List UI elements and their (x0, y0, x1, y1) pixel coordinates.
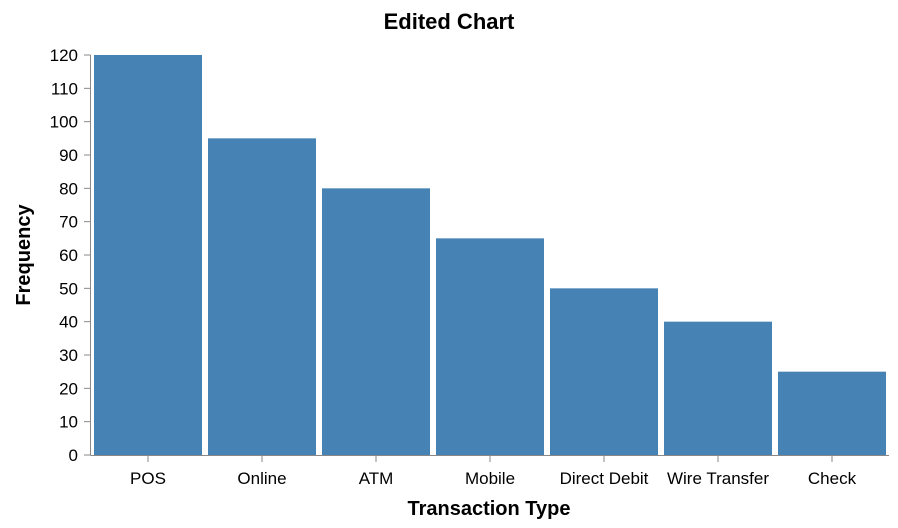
y-tick-label: 110 (51, 79, 78, 98)
y-tick-label: 50 (59, 279, 78, 298)
x-tick-label: ATM (359, 469, 394, 488)
x-axis-title: Transaction Type (407, 498, 570, 520)
y-tick-label: 40 (59, 313, 78, 332)
x-tick-label: Online (237, 469, 286, 488)
bar-atm (322, 188, 430, 456)
chart-title: Edited Chart (384, 9, 515, 34)
y-tick-label: 120 (50, 46, 78, 65)
y-tick-label: 80 (59, 179, 78, 198)
bar-online (208, 138, 316, 456)
x-tick-label: POS (130, 469, 166, 488)
y-tick-label: 60 (59, 246, 78, 265)
x-tick-label: Wire Transfer (667, 469, 769, 488)
bar-direct-debit (550, 288, 658, 455)
y-axis-title: Frequency (13, 204, 35, 306)
y-tick-label: 30 (59, 346, 78, 365)
y-tick-label: 0 (69, 446, 78, 465)
y-tick-label: 90 (59, 146, 78, 165)
x-tick-label: Check (808, 469, 857, 488)
x-tick-label: Direct Debit (560, 469, 649, 488)
y-tick-label: 20 (59, 379, 78, 398)
bar-pos (94, 55, 202, 455)
y-tick-label: 10 (59, 413, 78, 432)
bar-mobile (436, 238, 544, 455)
bar-wire-transfer (664, 321, 772, 455)
bars-group (94, 55, 886, 456)
bar-check (778, 371, 886, 455)
x-tick-label: Mobile (465, 469, 515, 488)
y-axis: 0 10 20 30 40 50 60 70 80 90 100 110 120 (50, 46, 91, 465)
x-axis: POS Online ATM Mobile Direct Debit Wire Trans… (90, 455, 889, 488)
y-tick-label: 100 (50, 113, 78, 132)
y-tick-label: 70 (59, 213, 78, 232)
